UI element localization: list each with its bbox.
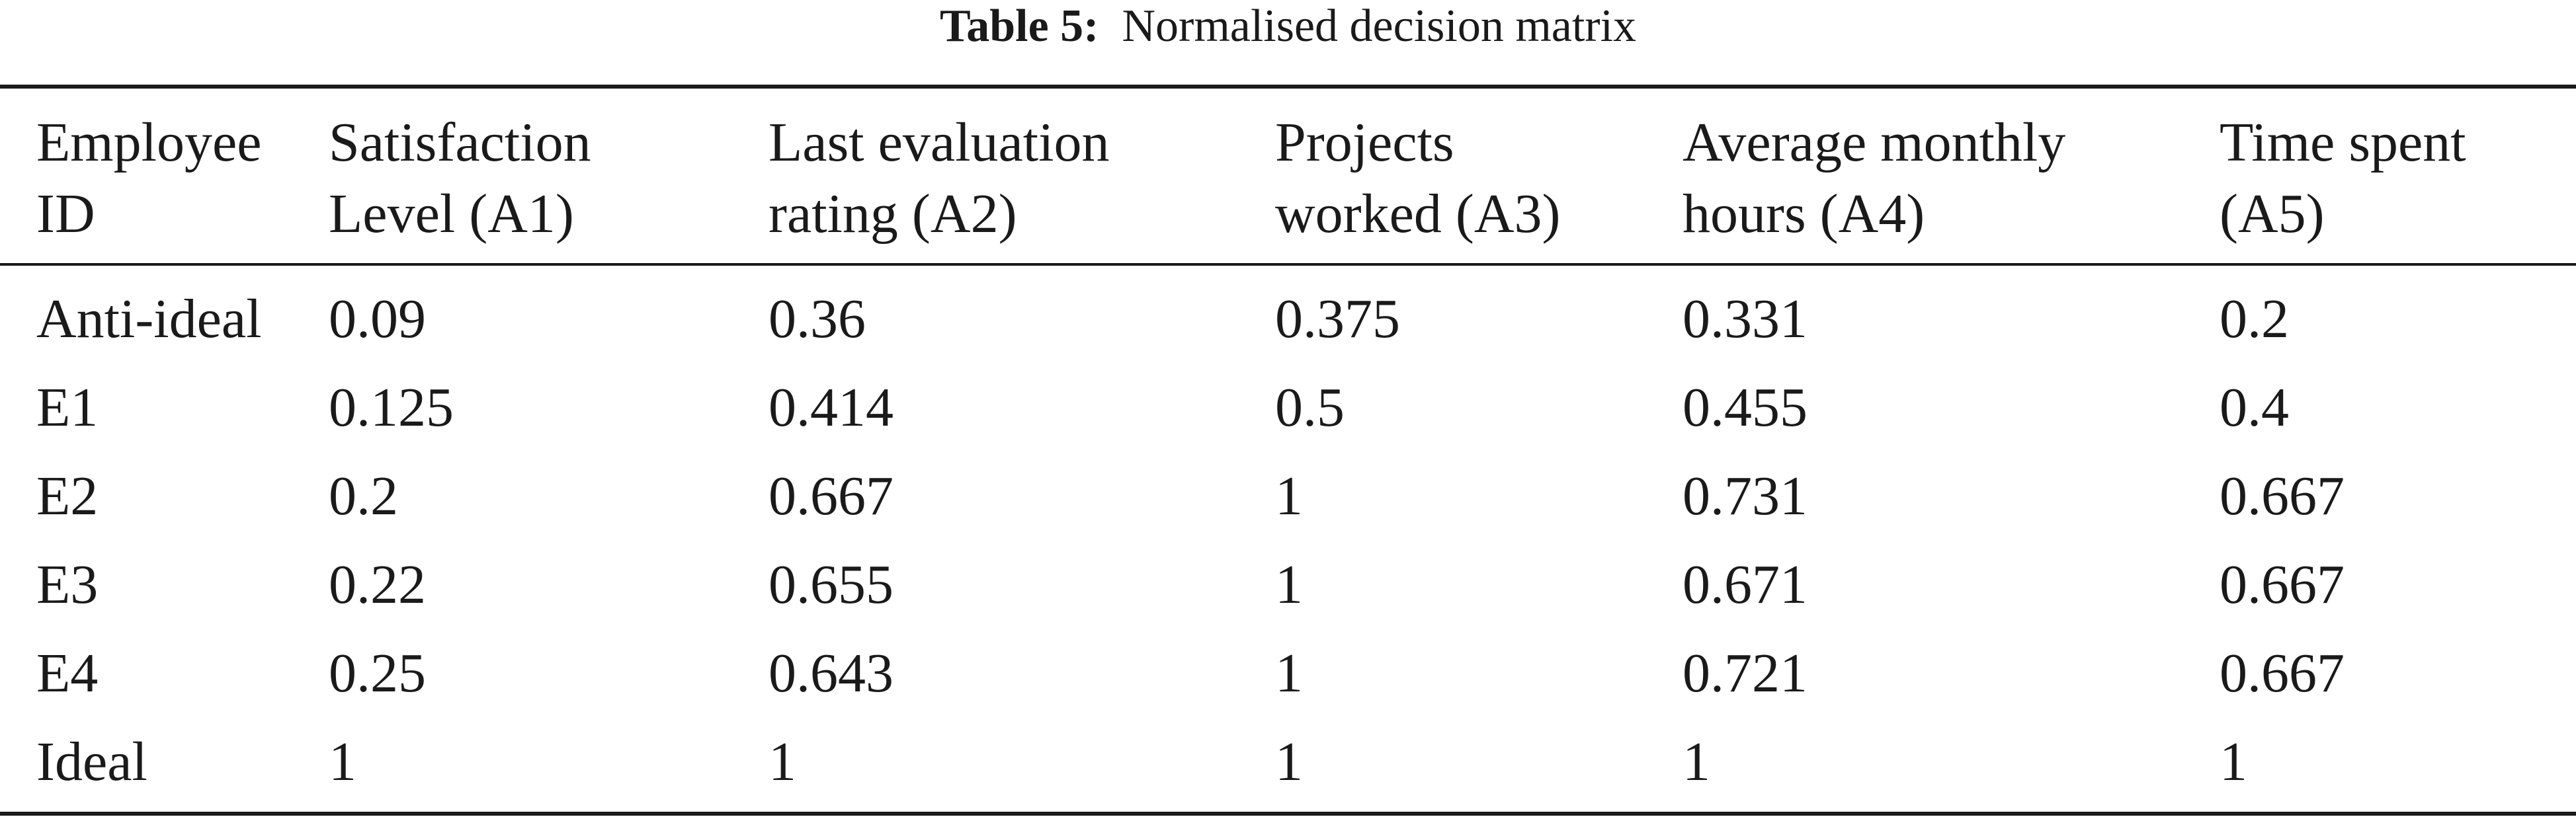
table-caption: Table 5: Normalised decision matrix xyxy=(0,0,2576,73)
cell-a1: 0.2 xyxy=(329,465,398,527)
cell-a5: 0.2 xyxy=(2220,288,2289,350)
cell-a1: 0.25 xyxy=(329,642,426,704)
table-bottom-rule xyxy=(0,812,2576,816)
table-header-rule xyxy=(0,263,2576,266)
column-header-line: (A5) xyxy=(2220,183,2325,245)
cell-a4: 1 xyxy=(1683,731,1710,793)
cell-a4: 0.331 xyxy=(1683,288,1807,350)
table-caption-label: Table 5: xyxy=(939,1,1099,52)
cell-a2: 0.655 xyxy=(769,554,893,615)
cell-a3: 0.5 xyxy=(1275,377,1345,438)
column-header-line: worked (A3) xyxy=(1275,183,1561,245)
column-header-line: hours (A4) xyxy=(1683,183,1925,245)
cell-employee-id: E3 xyxy=(36,554,99,615)
cell-a3: 1 xyxy=(1275,465,1303,527)
column-header-average-monthly-hours: Average monthly hours (A4) xyxy=(1683,107,2065,250)
cell-employee-id: Anti-ideal xyxy=(36,288,262,350)
cell-a5: 1 xyxy=(2220,731,2247,793)
cell-a4: 0.721 xyxy=(1683,642,1807,704)
cell-a4: 0.671 xyxy=(1683,554,1807,615)
cell-a4: 0.731 xyxy=(1683,465,1807,527)
column-header-line: Time spent xyxy=(2220,112,2466,173)
cell-a3: 1 xyxy=(1275,642,1303,704)
column-header-line: Projects xyxy=(1275,112,1454,173)
table-row: E1 0.125 0.414 0.5 0.455 0.4 xyxy=(0,364,2576,452)
table-row: Ideal 1 1 1 1 1 xyxy=(0,718,2576,806)
cell-a5: 0.667 xyxy=(2220,465,2345,527)
cell-a2: 0.643 xyxy=(769,642,893,704)
cell-a2: 1 xyxy=(769,731,796,793)
column-header-line: Satisfaction xyxy=(329,112,591,173)
table-row: Anti-ideal 0.09 0.36 0.375 0.331 0.2 xyxy=(0,275,2576,364)
cell-a3: 0.375 xyxy=(1275,288,1400,350)
column-header-line: ID xyxy=(36,183,95,245)
cell-a5: 0.4 xyxy=(2220,377,2289,438)
cell-a3: 1 xyxy=(1275,731,1303,793)
cell-a5: 0.667 xyxy=(2220,642,2345,704)
column-header-projects-worked: Projects worked (A3) xyxy=(1275,107,1561,250)
column-header-line: rating (A2) xyxy=(769,183,1017,245)
column-header-line: Level (A1) xyxy=(329,183,574,245)
table-row: E2 0.2 0.667 1 0.731 0.667 xyxy=(0,452,2576,541)
cell-employee-id: Ideal xyxy=(36,731,147,793)
cell-a2: 0.36 xyxy=(769,288,866,350)
table-row: E4 0.25 0.643 1 0.721 0.667 xyxy=(0,629,2576,718)
cell-a1: 0.09 xyxy=(329,288,426,350)
column-header-line: Average monthly xyxy=(1683,112,2066,173)
cell-employee-id: E2 xyxy=(36,465,99,527)
column-header-last-evaluation: Last evaluation rating (A2) xyxy=(769,107,1109,250)
cell-a3: 1 xyxy=(1275,554,1303,615)
cell-a1: 0.22 xyxy=(329,554,426,615)
column-header-time-spent: Time spent (A5) xyxy=(2220,107,2466,250)
cell-a5: 0.667 xyxy=(2220,554,2345,615)
cell-a4: 0.455 xyxy=(1683,377,1807,438)
cell-a1: 1 xyxy=(329,731,356,793)
cell-a1: 0.125 xyxy=(329,377,454,438)
cell-employee-id: E4 xyxy=(36,642,99,704)
table-caption-text: Normalised decision matrix xyxy=(1122,1,1637,52)
table-top-rule xyxy=(0,85,2576,89)
cell-a2: 0.414 xyxy=(769,377,893,438)
cell-a2: 0.667 xyxy=(769,465,893,527)
column-header-satisfaction-level: Satisfaction Level (A1) xyxy=(329,107,591,250)
column-header-line: Employee xyxy=(36,112,262,173)
table-row: E3 0.22 0.655 1 0.671 0.667 xyxy=(0,541,2576,629)
cell-employee-id: E1 xyxy=(36,377,99,438)
column-header-employee-id: Employee ID xyxy=(36,107,262,250)
column-header-line: Last evaluation xyxy=(769,112,1110,173)
